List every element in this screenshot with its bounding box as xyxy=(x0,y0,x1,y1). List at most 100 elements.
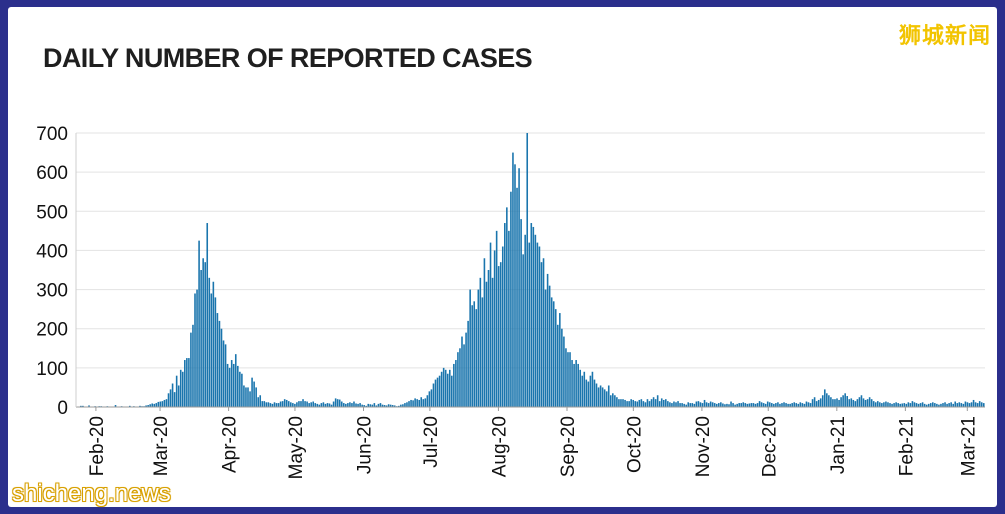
bar xyxy=(220,328,223,407)
bar xyxy=(436,377,439,407)
bar xyxy=(451,375,453,407)
bar xyxy=(257,397,259,407)
bar xyxy=(624,399,626,407)
x-tick-label: May-20 xyxy=(286,416,307,479)
bar xyxy=(355,403,357,407)
bar xyxy=(840,397,842,407)
bar xyxy=(777,402,779,407)
bar xyxy=(383,405,386,407)
bar xyxy=(966,402,969,407)
bar xyxy=(404,403,406,407)
bar xyxy=(194,293,196,407)
bar xyxy=(730,401,732,407)
bar xyxy=(703,399,706,407)
bar xyxy=(976,403,979,407)
bar xyxy=(263,401,266,407)
bar xyxy=(609,395,612,407)
bar xyxy=(628,401,630,407)
bar xyxy=(149,404,151,407)
bar xyxy=(338,399,341,407)
bar xyxy=(942,403,944,407)
bar xyxy=(463,344,465,407)
bar xyxy=(365,405,368,407)
bar xyxy=(318,404,321,407)
bar xyxy=(228,367,231,407)
bar xyxy=(548,285,551,407)
bar xyxy=(817,399,820,407)
bar xyxy=(828,395,830,407)
bar xyxy=(212,281,215,407)
bar xyxy=(434,379,437,407)
bar xyxy=(964,401,967,407)
bar xyxy=(336,399,339,407)
bar xyxy=(453,363,455,407)
bar xyxy=(237,365,239,407)
bar xyxy=(795,403,798,407)
bar xyxy=(157,401,160,407)
bar xyxy=(715,403,718,407)
bar xyxy=(459,348,461,407)
bar xyxy=(948,403,950,407)
x-tick-label: Nov-20 xyxy=(693,416,714,477)
bar xyxy=(705,402,708,407)
bar xyxy=(746,403,749,407)
bar xyxy=(491,277,494,407)
bar xyxy=(783,402,785,407)
bar xyxy=(210,293,213,407)
bar xyxy=(155,403,158,407)
bar xyxy=(901,403,904,407)
bar xyxy=(589,375,592,407)
bar xyxy=(145,405,147,407)
bar xyxy=(567,352,569,407)
bar xyxy=(371,404,374,407)
x-tick-label: Mar-20 xyxy=(151,416,172,476)
bar xyxy=(232,363,235,407)
bar xyxy=(290,402,292,407)
bar xyxy=(330,404,333,407)
bar xyxy=(465,332,467,407)
bar xyxy=(499,262,502,407)
bar xyxy=(251,377,253,407)
bar xyxy=(980,402,983,407)
bar xyxy=(471,305,473,407)
bar xyxy=(868,397,871,407)
bar xyxy=(697,401,700,407)
bar xyxy=(701,403,704,407)
bar xyxy=(483,258,486,407)
bar xyxy=(253,381,255,407)
bar xyxy=(446,373,449,407)
bar xyxy=(188,358,190,407)
bar xyxy=(332,401,335,407)
bar xyxy=(114,405,117,407)
bar xyxy=(479,277,482,407)
bar xyxy=(789,403,791,407)
bar xyxy=(671,403,673,407)
bar xyxy=(82,405,84,407)
bar xyxy=(230,360,233,407)
bar xyxy=(410,399,412,407)
bar xyxy=(618,399,620,407)
bar xyxy=(255,387,257,407)
bar xyxy=(846,396,848,407)
bar xyxy=(340,401,343,407)
bar xyxy=(605,391,608,407)
bar xyxy=(306,401,308,407)
bar xyxy=(587,381,590,407)
bar xyxy=(630,399,632,407)
bar xyxy=(298,401,300,407)
bar xyxy=(821,395,824,407)
bar xyxy=(88,405,90,407)
bar xyxy=(175,375,178,407)
bar xyxy=(554,309,557,407)
bar xyxy=(909,403,912,407)
bar xyxy=(791,403,793,407)
bar xyxy=(823,389,826,407)
bar xyxy=(530,223,533,407)
bar xyxy=(171,383,174,407)
bar xyxy=(249,391,251,407)
bar xyxy=(281,401,284,407)
x-tick-label: Aug-20 xyxy=(489,416,510,477)
bar xyxy=(591,371,594,407)
bar xyxy=(467,320,469,407)
bar xyxy=(736,403,738,407)
